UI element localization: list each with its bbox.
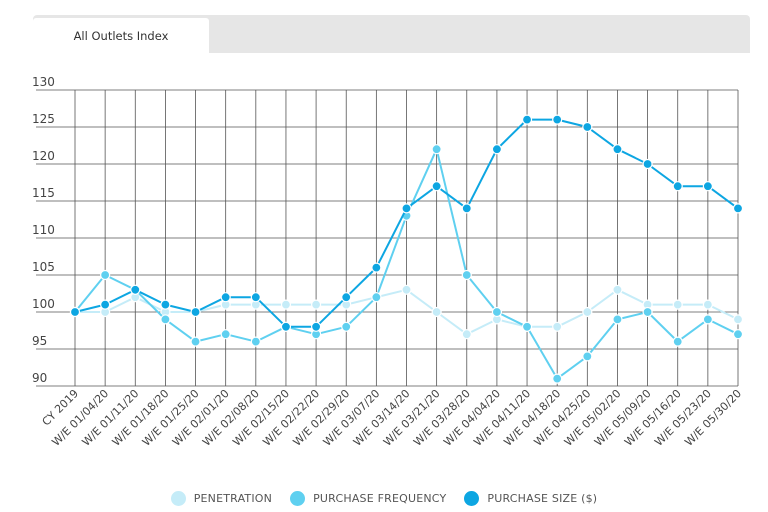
y-tick-label: 125 (32, 112, 55, 126)
data-point-purchase-size (642, 158, 653, 170)
tab-all-outlets-index[interactable]: All Outlets Index (33, 18, 209, 53)
data-point-purchase-size (491, 144, 503, 155)
data-point-purchase-size (220, 292, 231, 303)
data-point-purchase-frequency (461, 269, 472, 281)
data-point-purchase-frequency (642, 306, 653, 318)
data-point-purchase-frequency (612, 314, 623, 325)
data-point-penetration (672, 299, 683, 310)
legend-item-purchase-size[interactable]: PURCHASE SIZE ($) (464, 490, 598, 506)
data-point-purchase-size (190, 306, 201, 318)
data-point-penetration (280, 299, 292, 310)
data-point-purchase-size (341, 292, 352, 303)
data-point-penetration (732, 314, 744, 325)
data-point-purchase-size (732, 203, 744, 214)
data-point-purchase-frequency (250, 336, 261, 347)
data-point-purchase-frequency (431, 144, 442, 155)
data-point-purchase-size (371, 262, 382, 273)
data-point-penetration (401, 284, 412, 295)
data-point-purchase-size (672, 181, 683, 192)
legend-item-penetration[interactable]: PENETRATION (170, 490, 273, 506)
data-point-purchase-frequency (190, 336, 201, 347)
data-point-purchase-size (310, 321, 322, 332)
data-point-purchase-frequency (672, 336, 683, 347)
data-point-purchase-size (250, 292, 261, 303)
data-point-purchase-frequency (582, 351, 593, 362)
y-tick-label: 120 (32, 149, 55, 163)
data-point-purchase-size (130, 284, 141, 295)
legend-swatch-purchase-frequency (290, 490, 306, 506)
data-point-purchase-frequency (552, 373, 563, 384)
data-point-purchase-size (160, 299, 171, 310)
y-tick-label: 115 (32, 186, 55, 200)
data-point-penetration (431, 306, 442, 318)
legend-item-purchase-frequency[interactable]: PURCHASE FREQUENCY (290, 490, 447, 506)
data-point-purchase-size (401, 203, 412, 214)
data-point-purchase-frequency (220, 329, 231, 340)
y-tick-label: 95 (32, 334, 47, 348)
data-point-purchase-frequency (702, 314, 713, 325)
data-point-purchase-frequency (732, 329, 744, 340)
data-point-purchase-size (702, 181, 713, 192)
data-point-purchase-size (461, 203, 472, 214)
y-tick-label: 90 (32, 371, 47, 385)
data-point-penetration (702, 299, 713, 310)
data-point-purchase-frequency (341, 321, 352, 332)
y-tick-label: 110 (32, 223, 55, 237)
data-point-purchase-frequency (371, 292, 382, 303)
data-point-purchase-size (431, 181, 442, 192)
data-point-purchase-frequency (521, 321, 533, 332)
data-point-purchase-size (69, 306, 81, 318)
legend-label-penetration: PENETRATION (193, 491, 273, 505)
legend-label-purchase-frequency: PURCHASE FREQUENCY (313, 491, 447, 505)
data-point-purchase-size (552, 114, 563, 125)
legend-swatch-penetration (170, 490, 186, 506)
data-point-penetration (310, 299, 322, 310)
data-point-penetration (461, 329, 472, 340)
data-point-purchase-size (100, 299, 111, 310)
chart-legend: PENETRATION PURCHASE FREQUENCY PURCHASE … (0, 488, 768, 508)
legend-swatch-purchase-size (464, 490, 480, 506)
data-point-purchase-size (280, 321, 292, 332)
data-point-penetration (582, 306, 593, 318)
data-point-purchase-frequency (491, 306, 503, 318)
data-point-purchase-frequency (100, 269, 111, 281)
y-tick-label: 130 (32, 75, 55, 89)
data-point-penetration (612, 284, 623, 295)
legend-label-purchase-size: PURCHASE SIZE ($) (487, 491, 598, 505)
tab-bar: All Outlets Index (33, 15, 750, 53)
data-point-purchase-size (521, 114, 533, 125)
tab-label: All Outlets Index (73, 28, 169, 43)
y-tick-label: 100 (32, 297, 55, 311)
y-tick-label: 105 (32, 260, 55, 274)
data-point-penetration (552, 321, 563, 332)
data-point-purchase-size (612, 144, 623, 155)
data-point-purchase-frequency (160, 314, 171, 325)
data-point-purchase-size (582, 121, 593, 133)
